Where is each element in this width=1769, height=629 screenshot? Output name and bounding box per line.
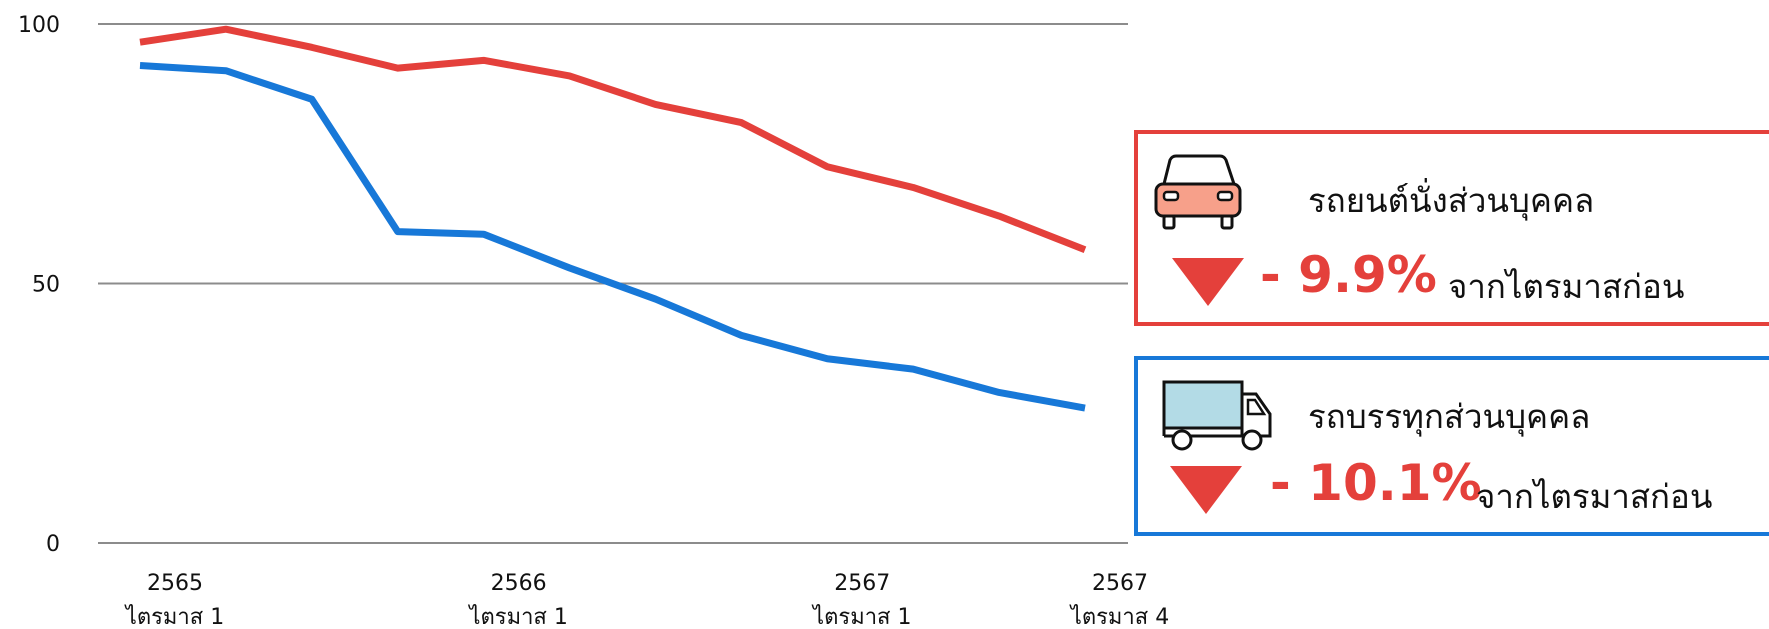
x-tick-label-year: 2565 — [147, 571, 203, 596]
series-line-truck — [139, 62, 1086, 412]
x-axis: 2565 ไตรมาส 1 2566 ไตรมาส 1 2567 ไตรมาส 1 2567… — [124, 571, 1169, 629]
series-line-car — [139, 25, 1087, 254]
truck-icon — [1162, 380, 1272, 451]
y-tick-label: 0 — [46, 532, 60, 557]
legend-car-change: - 9.9% — [1260, 246, 1437, 304]
x-tick-label-year: 2566 — [491, 571, 547, 596]
legend-truck-box: รถบรรทุกส่วนบุคคล - 10.1% จากไตรมาสก่อน — [1134, 356, 1769, 536]
legend-car-title: รถยนต์นั่งส่วนบุคคล — [1308, 181, 1595, 220]
x-tick-label-year: 2567 — [1092, 571, 1148, 596]
legend-truck-title: รถบรรทุกส่วนบุคคล — [1308, 397, 1591, 436]
y-tick-label: 100 — [18, 13, 60, 38]
x-tick-label-quarter: ไตรมาส 1 — [811, 604, 911, 629]
y-axis: 0 50 100 — [18, 13, 60, 557]
y-tick-label: 50 — [32, 273, 60, 298]
decrease-arrow-icon — [1172, 258, 1244, 306]
x-tick-label-quarter: ไตรมาส 1 — [467, 604, 567, 629]
legend-car-change-suffix: จากไตรมาสก่อน — [1448, 267, 1685, 306]
x-tick-label-quarter: ไตรมาส 4 — [1069, 604, 1169, 629]
x-tick-label-quarter: ไตรมาส 1 — [124, 604, 224, 629]
x-tick-label-year: 2567 — [834, 571, 890, 596]
legend-truck-change-suffix: จากไตรมาสก่อน — [1476, 477, 1713, 516]
decrease-arrow-icon — [1170, 466, 1242, 514]
legend-truck-change: - 10.1% — [1270, 454, 1482, 512]
legend-car-box: รถยนต์นั่งส่วนบุคคล - 9.9% จากไตรมาสก่อน — [1134, 130, 1769, 326]
series-layer — [139, 25, 1087, 412]
car-icon — [1154, 154, 1242, 230]
